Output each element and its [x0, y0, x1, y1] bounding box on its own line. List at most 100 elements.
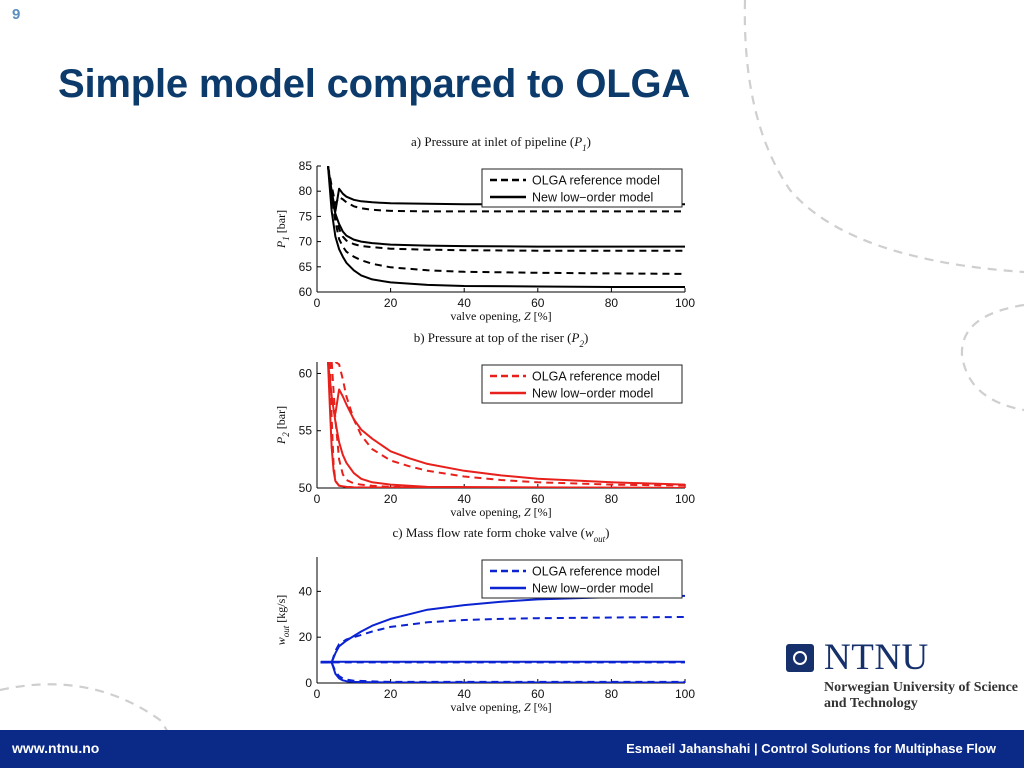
y-axis-label-subscript: 2 [281, 432, 291, 437]
chart-title-text: a) Pressure at inlet of pipeline ( [411, 134, 574, 149]
y-tick-label: 80 [299, 184, 313, 198]
x-tick-label: 20 [384, 492, 398, 506]
chart-title-text: b) Pressure at top of the riser ( [414, 330, 572, 345]
x-tick-label: 80 [605, 492, 619, 506]
x-axis-label-symbol: Z [524, 309, 531, 323]
y-axis-label: P1 [bar] [274, 210, 291, 249]
chart-title-close: ) [605, 525, 609, 540]
slide-number: 9 [12, 6, 21, 23]
x-axis-label-unit: [%] [531, 700, 552, 714]
legend-entry-label: OLGA reference model [532, 370, 660, 384]
x-tick-label: 0 [314, 492, 321, 506]
x-axis-label: valve opening, Z [%] [450, 505, 551, 519]
deco-arc-right [960, 303, 1024, 412]
footer-credit: Esmaeil Jahanshahi | Control Solutions f… [626, 741, 996, 756]
x-axis-label-text: valve opening, [450, 505, 524, 519]
chart-title-subscript: 1 [582, 143, 587, 153]
x-axis-label-text: valve opening, [450, 700, 524, 714]
y-tick-label: 40 [299, 584, 313, 598]
chart-title-close: ) [587, 134, 591, 149]
x-tick-label: 60 [531, 492, 545, 506]
chart-title-subscript: 2 [579, 339, 584, 349]
x-tick-label: 80 [605, 687, 619, 701]
y-axis-label: P2 [bar] [274, 406, 291, 445]
chart-title: a) Pressure at inlet of pipeline (P1) [411, 134, 591, 153]
x-tick-label: 40 [458, 492, 472, 506]
legend-entry-label: New low−order model [532, 582, 653, 596]
footer-bar: www.ntnu.no Esmaeil Jahanshahi | Control… [0, 730, 1024, 768]
chart-panel-a: a) Pressure at inlet of pipeline (P1)0 20… [274, 134, 695, 323]
x-axis-label-unit: [%] [531, 309, 552, 323]
x-tick-label: 20 [384, 296, 398, 310]
y-tick-label: 60 [299, 285, 313, 299]
x-tick-label: 40 [458, 296, 472, 310]
series-line-olga [334, 362, 685, 487]
x-tick-label: 20 [384, 687, 398, 701]
chart-title-symbol: P [573, 134, 582, 149]
series-line-olga [327, 166, 685, 275]
x-axis-label-symbol: Z [524, 700, 531, 714]
series-line-new-model [327, 362, 685, 488]
x-tick-label: 100 [675, 492, 695, 506]
y-tick-label: 75 [299, 209, 313, 223]
x-axis-label: valve opening, Z [%] [450, 700, 551, 714]
series-line-new-model [327, 166, 685, 288]
y-axis-label-unit: [kg/s] [274, 595, 288, 626]
ntnu-logo-mark-icon [786, 644, 814, 672]
chart-title: b) Pressure at top of the riser (P2) [414, 330, 589, 349]
series-line-new-model [320, 594, 685, 664]
chart-title-text: c) Mass flow rate form choke valve ( [393, 525, 585, 540]
series-line-olga [330, 362, 685, 488]
y-axis-label: wout [kg/s] [274, 595, 291, 646]
x-axis-label: valve opening, Z [%] [450, 309, 551, 323]
legend-entry-label: New low−order model [532, 387, 653, 401]
x-axis-label-symbol: Z [524, 505, 531, 519]
x-tick-label: 40 [458, 687, 472, 701]
y-axis-label-subscript: out [281, 625, 291, 637]
deco-arc-top [743, 0, 1024, 274]
y-tick-label: 50 [299, 481, 313, 495]
chart-title-close: ) [584, 330, 588, 345]
y-axis-label-subscript: 1 [281, 236, 291, 241]
logo-name: NTNU [824, 637, 929, 678]
y-tick-label: 0 [305, 676, 312, 690]
chart-title-symbol: P [570, 330, 579, 345]
series-line-olga [320, 661, 685, 683]
legend-entry-label: OLGA reference model [532, 565, 660, 579]
y-tick-label: 60 [299, 366, 313, 380]
x-tick-label: 100 [675, 687, 695, 701]
x-tick-label: 0 [314, 296, 321, 310]
x-tick-label: 0 [314, 687, 321, 701]
chart-title-subscript: out [594, 534, 606, 544]
series-line-new-model [327, 362, 685, 488]
x-tick-label: 100 [675, 296, 695, 310]
x-axis-label-text: valve opening, [450, 309, 524, 323]
y-axis-label-unit: [bar] [274, 406, 288, 432]
y-tick-label: 65 [299, 260, 313, 274]
y-tick-label: 55 [299, 424, 313, 438]
legend-entry-label: New low−order model [532, 191, 653, 205]
footer-url: www.ntnu.no [12, 740, 100, 756]
x-axis-label-unit: [%] [531, 505, 552, 519]
series-line-new-model [320, 661, 685, 683]
chart-title-symbol: w [585, 525, 594, 540]
x-tick-label: 80 [605, 296, 619, 310]
series-line-olga [320, 616, 685, 664]
figure-three-panels: a) Pressure at inlet of pipeline (P1)0 20… [274, 134, 695, 714]
chart-panel-b: b) Pressure at top of the riser (P2)0 20 4… [274, 330, 695, 519]
series-line-new-model [327, 166, 685, 248]
x-tick-label: 60 [531, 296, 545, 310]
legend-box [481, 559, 683, 599]
slide-title: Simple model compared to OLGA [58, 62, 691, 106]
legend-box [481, 364, 683, 404]
y-tick-label: 85 [299, 159, 313, 173]
logo-subtitle: Norwegian University of Science and Tech… [824, 680, 1019, 711]
y-axis-label-symbol: w [274, 637, 288, 645]
y-axis-label-unit: [bar] [274, 210, 288, 236]
y-axis-label-symbol: P [274, 240, 288, 249]
y-tick-label: 70 [299, 235, 313, 249]
legend-entry-label: OLGA reference model [532, 174, 660, 188]
chart-panel-c: c) Mass flow rate form choke valve (wout… [274, 525, 695, 714]
series-line-new-model [334, 388, 685, 486]
y-tick-label: 20 [299, 630, 313, 644]
